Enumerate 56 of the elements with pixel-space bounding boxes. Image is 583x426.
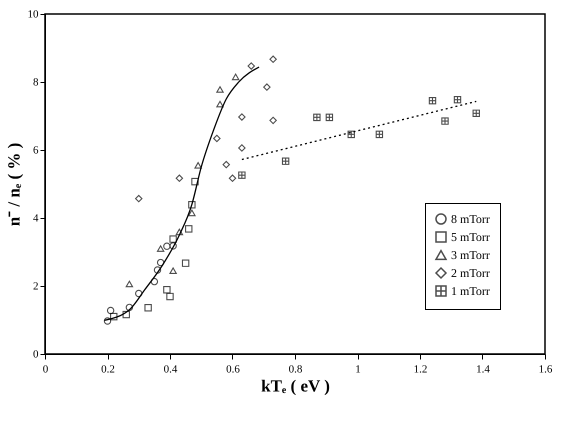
legend-label: 1 mTorr <box>451 284 490 298</box>
point <box>248 62 255 70</box>
x-tick-label: 0.4 <box>164 364 178 376</box>
point <box>185 225 192 233</box>
point <box>188 201 196 208</box>
point <box>166 292 174 300</box>
point <box>169 235 177 243</box>
point <box>122 310 130 318</box>
y-tick-label: 0 <box>33 348 39 360</box>
y-tick-label: 8 <box>33 76 39 88</box>
legend-label: 2 mTorr <box>451 266 490 280</box>
point <box>326 114 334 122</box>
x-axis-title: kTₑ ( eV ) <box>261 376 330 396</box>
point <box>156 245 164 252</box>
legend-label: 3 mTorr <box>451 248 490 262</box>
point <box>376 130 384 138</box>
point <box>163 242 171 250</box>
point <box>182 260 190 267</box>
y-tick-label: 2 <box>33 280 38 292</box>
point <box>191 178 199 186</box>
point <box>238 171 246 179</box>
point <box>454 96 462 104</box>
x-tick-label: 0.2 <box>101 364 115 376</box>
y-tick-label: 6 <box>33 144 39 156</box>
x-tick-label: 1.4 <box>476 364 490 376</box>
point <box>194 162 202 169</box>
point <box>126 280 134 288</box>
point <box>110 312 118 320</box>
x-tick-label: 1 <box>355 364 361 376</box>
legend-label: 5 mTorr <box>451 230 490 244</box>
point <box>163 286 171 294</box>
x-tick-label: 0.8 <box>288 364 303 376</box>
point <box>106 306 114 314</box>
point <box>441 117 449 125</box>
x-tick-label: 1.6 <box>538 364 553 376</box>
point <box>282 158 290 165</box>
point <box>228 174 236 182</box>
x-tick-label: 1.2 <box>414 364 428 376</box>
point <box>188 210 196 216</box>
point <box>216 100 224 108</box>
point <box>216 86 224 93</box>
point <box>428 96 436 104</box>
line-series <box>104 66 260 321</box>
y-axis-title: n⁻ / nₑ ( % ) <box>4 142 24 226</box>
point <box>472 110 480 117</box>
point <box>176 228 184 236</box>
x-tick-label: 0 <box>42 364 49 376</box>
legend-label: 8 mTorr <box>451 212 490 226</box>
point <box>232 74 240 80</box>
point <box>169 267 177 274</box>
point <box>348 130 355 138</box>
point <box>144 304 152 312</box>
point <box>313 114 321 122</box>
y-tick-label: 4 <box>33 212 39 224</box>
x-tick-label: 0.6 <box>226 364 240 376</box>
y-tick-label: 10 <box>28 8 39 20</box>
